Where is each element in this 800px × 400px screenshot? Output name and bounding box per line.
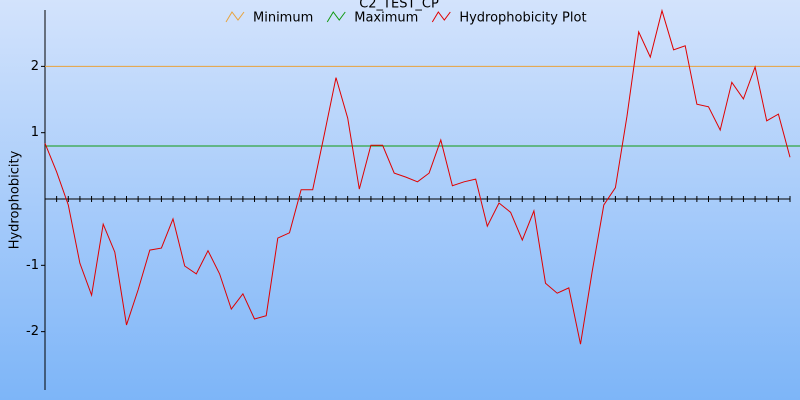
legend-label: Minimum: [253, 11, 313, 26]
y-axis-label: Hydrophobicity: [8, 150, 23, 249]
legend-label: Maximum: [354, 11, 418, 26]
y-tick-label: -1: [26, 258, 39, 273]
y-tick-label: 2: [31, 59, 39, 74]
y-tick-label: 1: [31, 125, 39, 140]
legend-label: Hydrophobicity Plot: [459, 11, 586, 26]
legend-icon: [225, 11, 245, 23]
data-line: [44, 8, 791, 345]
legend-icon: [326, 11, 346, 23]
chart-title: C2_TEST_CP: [359, 0, 439, 12]
y-tick-label: -2: [26, 324, 39, 339]
legend-icon: [431, 11, 451, 23]
